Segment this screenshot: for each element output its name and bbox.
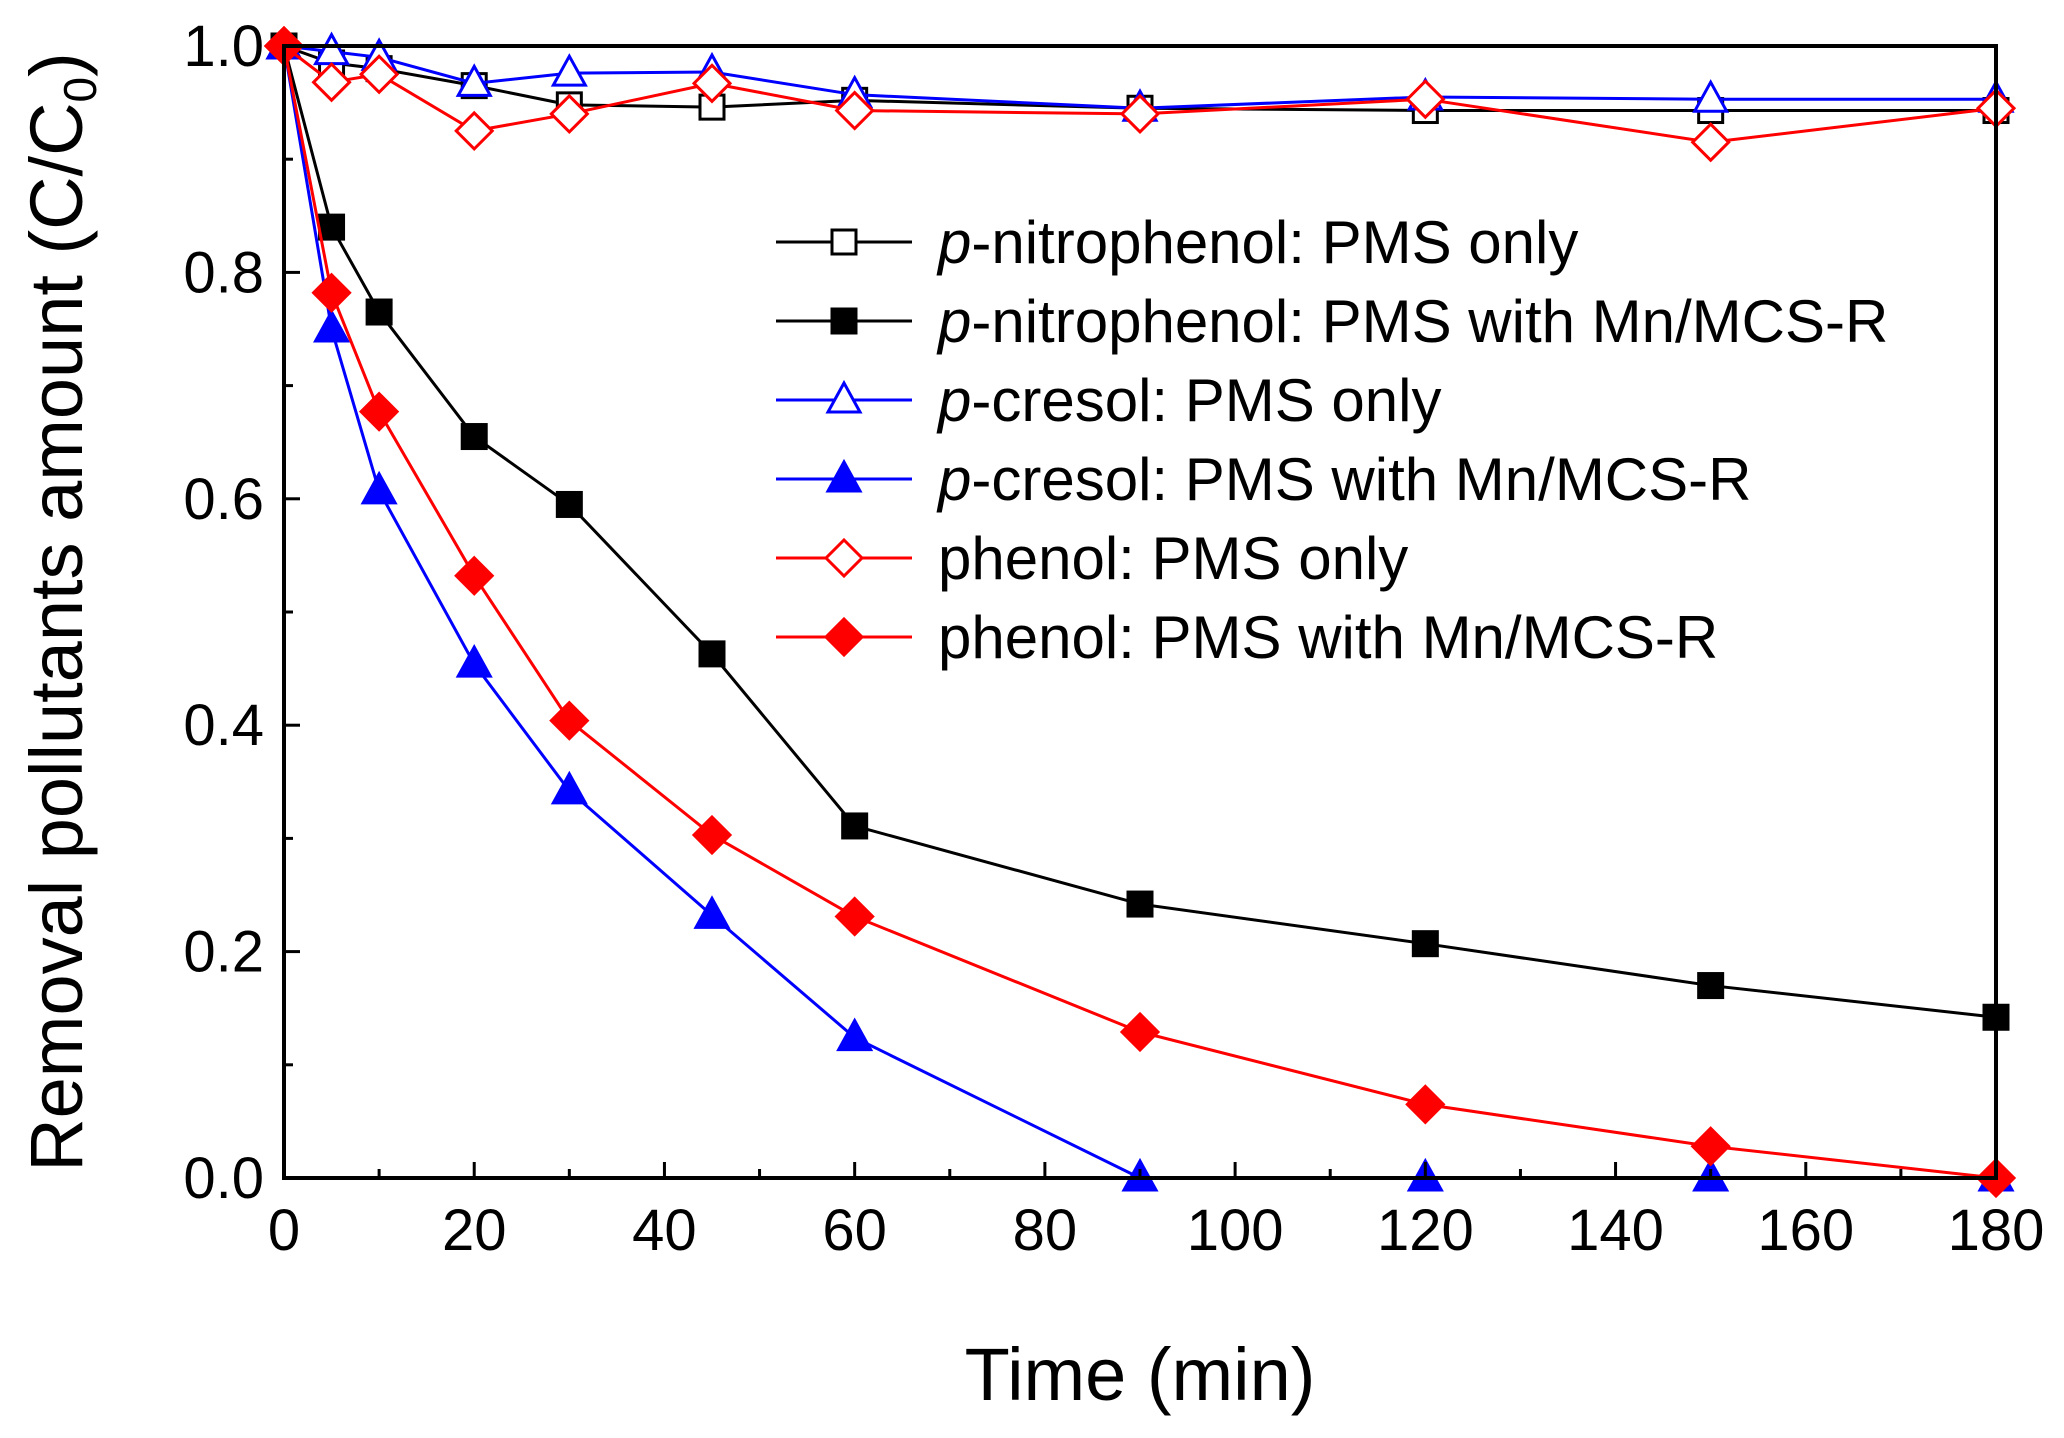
legend-label: p-nitrophenol: PMS with Mn/MCS-R [936, 288, 1888, 355]
data-point [360, 470, 398, 505]
series-layer [263, 25, 2017, 1199]
data-point [1697, 972, 1725, 1000]
legend-label-text: -cresol: PMS with Mn/MCS-R [971, 446, 1751, 513]
y-axis-title-main: Removal pollutants amount (C/C [15, 102, 98, 1171]
legend-label: p-nitrophenol: PMS only [936, 209, 1578, 276]
data-point [1411, 930, 1439, 958]
x-tick-label: 120 [1377, 1198, 1474, 1263]
data-point [834, 90, 875, 131]
legend-marker [823, 616, 865, 658]
data-point [1126, 890, 1154, 918]
y-tick-label: 0.2 [183, 920, 264, 985]
legend-marker [830, 228, 858, 256]
legend-label-text: -nitrophenol: PMS with Mn/MCS-R [971, 288, 1888, 355]
legend-label: p-cresol: PMS only [936, 367, 1442, 434]
legend-item: p-cresol: PMS with Mn/MCS-R [776, 446, 1751, 513]
x-tick-label: 80 [1013, 1198, 1078, 1263]
data-point [311, 272, 352, 313]
legend-label-italic: p [936, 288, 971, 355]
data-point [1690, 122, 1731, 163]
legend-item: phenol: PMS only [776, 525, 1408, 592]
data-point [841, 812, 869, 840]
data-point [1405, 79, 1446, 120]
legend-label-text: phenol: PMS with Mn/MCS-R [938, 604, 1718, 671]
y-tick-label: 1.0 [183, 14, 264, 79]
x-tick-label: 160 [1757, 1198, 1854, 1263]
y-tick-label: 0.6 [183, 467, 264, 532]
data-point [1119, 93, 1161, 135]
legend-item: p-cresol: PMS only [776, 367, 1442, 434]
data-point [698, 640, 726, 668]
data-point [455, 63, 493, 97]
data-point [834, 896, 875, 937]
data-point [550, 770, 588, 805]
legend-label-italic: p [936, 367, 971, 434]
y-axis-title-subscript: 0 [54, 77, 106, 103]
legend-label: phenol: PMS with Mn/MCS-R [938, 604, 1718, 671]
data-point [313, 308, 351, 343]
legend-label-text: -cresol: PMS only [971, 367, 1441, 434]
legend-item: p-nitrophenol: PMS with Mn/MCS-R [776, 288, 1888, 355]
data-point [454, 110, 495, 152]
y-tick-label: 0.0 [183, 1146, 264, 1211]
data-point [318, 213, 346, 241]
data-point [358, 391, 400, 432]
ticks-layer: 0 20 40 60 80 100 120 140 160 180 0.0 0.2 0.4 0.6 0.8 1… [183, 14, 2044, 1263]
legend-label: phenol: PMS only [938, 525, 1408, 592]
data-point [691, 814, 733, 856]
legend-label: p-cresol: PMS with Mn/MCS-R [936, 446, 1751, 513]
data-point [836, 1017, 874, 1052]
data-point [550, 53, 588, 87]
data-point [460, 423, 488, 451]
data-point [549, 93, 590, 135]
data-point [691, 63, 733, 104]
data-point [693, 895, 731, 929]
legend-marker [825, 458, 863, 493]
data-point [311, 62, 352, 103]
y-axis-title: Removal pollutants amount (C/C0) [15, 52, 106, 1172]
data-point [555, 490, 583, 518]
legend-marker [823, 537, 865, 579]
data-point [454, 555, 495, 596]
series-4 [263, 25, 2017, 163]
y-tick-label: 0.8 [183, 240, 264, 305]
data-point [455, 643, 493, 678]
y-axis-title-suffix: ) [15, 52, 98, 77]
legend-marker [825, 379, 863, 414]
legend-label-italic: p [936, 209, 971, 276]
legend-item: p-nitrophenol: PMS only [776, 209, 1578, 276]
legend-item: phenol: PMS with Mn/MCS-R [776, 604, 1718, 671]
y-tick-label: 0.4 [183, 693, 264, 758]
x-tick-label: 60 [822, 1198, 887, 1263]
data-point [1692, 79, 1730, 113]
x-axis-title: Time (min) [965, 1333, 1316, 1416]
x-tick-label: 40 [632, 1198, 697, 1263]
data-point [1405, 1084, 1446, 1125]
data-point [1119, 1011, 1161, 1053]
legend-label-text: phenol: PMS only [938, 525, 1408, 592]
data-point [365, 298, 393, 326]
x-tick-label: 100 [1187, 1198, 1284, 1263]
legend-marker [830, 307, 858, 335]
x-tick-label: 0 [268, 1198, 300, 1263]
x-tick-label: 180 [1948, 1198, 2045, 1263]
legend-label-text: -nitrophenol: PMS only [971, 209, 1578, 276]
legend-label-italic: p [936, 446, 971, 513]
x-tick-label: 20 [442, 1198, 507, 1263]
series-5 [263, 25, 2017, 1199]
data-point [1690, 1126, 1731, 1167]
data-point [358, 54, 400, 95]
data-point [549, 700, 590, 741]
x-tick-label: 140 [1567, 1198, 1664, 1263]
